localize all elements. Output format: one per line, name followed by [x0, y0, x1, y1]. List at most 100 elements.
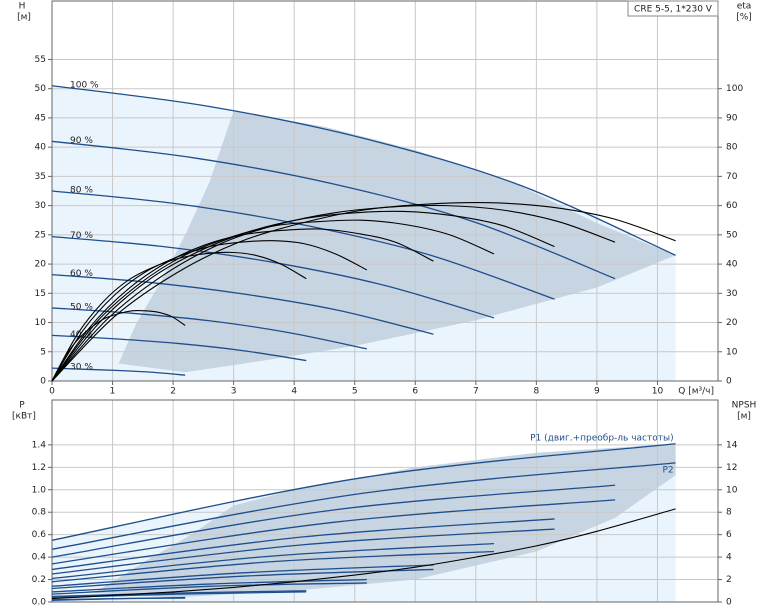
y-axis-label: P — [19, 401, 25, 411]
x-tick-label: 6 — [412, 387, 418, 397]
y-axis-unit: [кВт] — [12, 412, 36, 422]
y2-curve — [51, 210, 555, 382]
y2-tick-label: 6 — [726, 530, 732, 540]
x-tick-label: 10 — [652, 387, 664, 397]
y2-tick-label: 70 — [726, 172, 738, 182]
x-tick-label: 5 — [352, 387, 358, 397]
curve-label: 100 % — [70, 80, 99, 90]
y2-curve — [51, 310, 186, 382]
y-tick-label: 30 — [35, 201, 47, 211]
y-tick-label: 15 — [35, 289, 46, 299]
y2-tick-label: 10 — [726, 347, 738, 357]
curve-label: P1 (двиг.+преобр-ль частоты) — [530, 433, 674, 443]
curve — [51, 597, 186, 601]
curve — [51, 564, 434, 587]
y-tick-label: 0 — [40, 377, 46, 387]
y2-tick-label: 10 — [726, 485, 738, 495]
y-tick-label: 35 — [35, 172, 46, 182]
y-tick-label: 40 — [35, 143, 47, 153]
y-tick-label: 25 — [35, 230, 46, 240]
x-tick-label: 8 — [533, 387, 539, 397]
curve — [51, 528, 555, 575]
y-tick-label: 20 — [35, 260, 47, 270]
y-tick-label: 50 — [35, 84, 47, 94]
curve — [51, 542, 495, 580]
curve-label: 30 % — [70, 363, 93, 373]
title-box — [627, 0, 719, 17]
curve-label: P2 — [662, 465, 673, 475]
curve-label: 60 % — [70, 269, 93, 279]
x-tick-label: 9 — [594, 387, 600, 397]
y2-axis-label: NPSH — [732, 401, 757, 411]
x-tick-label: 7 — [473, 387, 479, 397]
y2-curve — [51, 204, 616, 382]
y-axis-label: H — [19, 2, 26, 12]
curve-label: 90 % — [70, 136, 93, 146]
y2-tick-label: 4 — [726, 553, 732, 563]
curve — [51, 582, 367, 595]
y2-tick-label: 30 — [726, 289, 738, 299]
chart-title: CRE 5-5, 1*230 V — [634, 5, 713, 15]
curve — [51, 235, 495, 319]
y-tick-label: 1.0 — [32, 485, 47, 495]
y2-axis-label: eta — [737, 2, 752, 12]
curve — [51, 518, 555, 571]
y-tick-label: 0.0 — [32, 598, 47, 608]
y2-curve — [51, 219, 495, 382]
y-tick-label: 55 — [35, 55, 46, 65]
curve — [51, 273, 434, 335]
y-tick-label: 1.2 — [32, 463, 46, 473]
y2-tick-label: 12 — [726, 463, 737, 473]
y-tick-label: 45 — [35, 113, 46, 123]
x-tick-label: 3 — [231, 387, 237, 397]
y2-tick-label: 100 — [726, 84, 743, 94]
curve — [51, 462, 676, 550]
y2-curve — [51, 240, 368, 382]
y2-tick-label: 40 — [726, 260, 738, 270]
x-axis-label: Q [м³/ч] — [678, 387, 714, 397]
y2-tick-label: 0 — [726, 377, 732, 387]
y-tick-label: 5 — [40, 347, 46, 357]
curve — [51, 484, 616, 558]
curve-label: 70 % — [70, 231, 93, 241]
x-tick-label: 1 — [110, 387, 116, 397]
y-tick-label: 0.8 — [32, 508, 47, 518]
y2-curve — [51, 201, 676, 382]
y-tick-label: 0.2 — [32, 575, 46, 585]
x-tick-label: 4 — [291, 387, 297, 397]
curve-label: 80 % — [70, 186, 93, 196]
curve — [51, 550, 495, 583]
y2-curve — [51, 228, 434, 382]
y2-axis-unit: [%] — [736, 13, 752, 23]
y-tick-label: 10 — [35, 318, 47, 328]
curve — [51, 190, 555, 300]
curve — [51, 140, 616, 280]
y2-tick-label: 50 — [726, 230, 738, 240]
y2-tick-label: 20 — [726, 318, 738, 328]
y-tick-label: 0.6 — [32, 530, 47, 540]
y2-axis-unit: [м] — [737, 412, 751, 422]
y-axis-unit: [м] — [17, 13, 31, 23]
y2-curve — [51, 251, 307, 382]
x-tick-label: 0 — [49, 387, 55, 397]
curve — [51, 85, 676, 256]
x-tick-label: 2 — [170, 387, 176, 397]
y2-tick-label: 0 — [726, 598, 732, 608]
curve-label: 50 % — [70, 302, 93, 312]
y2-tick-label: 60 — [726, 201, 738, 211]
curve — [51, 334, 307, 362]
curve — [51, 578, 367, 593]
y-tick-label: 0.4 — [32, 553, 47, 563]
curve — [51, 499, 616, 565]
y2-tick-label: 90 — [726, 113, 738, 123]
plot-frame — [51, 399, 719, 603]
y2-tick-label: 2 — [726, 575, 732, 585]
curve — [51, 590, 307, 598]
curve — [51, 443, 676, 541]
y2-tick-label: 80 — [726, 143, 738, 153]
y2-curve — [51, 508, 676, 600]
y-tick-label: 1.4 — [32, 440, 47, 450]
curve — [51, 367, 186, 376]
y2-tick-label: 14 — [726, 440, 738, 450]
